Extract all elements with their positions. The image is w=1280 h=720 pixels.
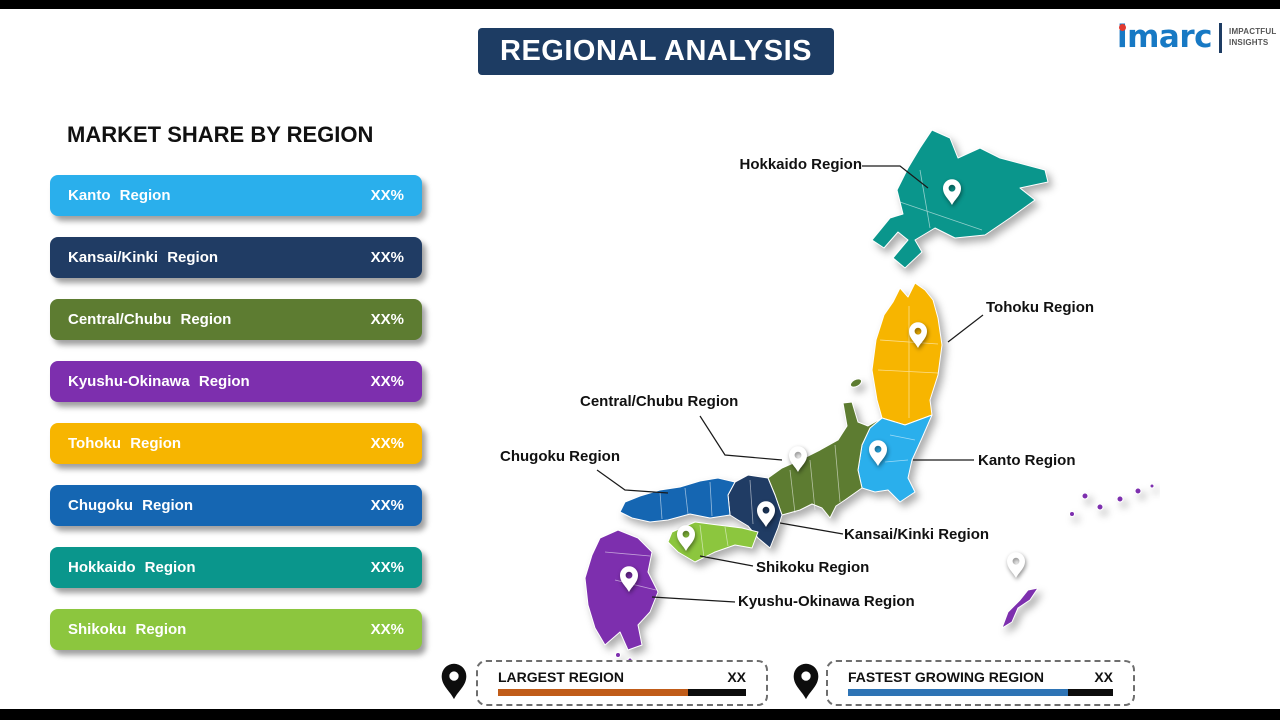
map-pins (620, 179, 1025, 592)
map-label-kyushu: Kyushu-Okinawa Region (738, 593, 915, 610)
okinawa-islet (1069, 511, 1075, 517)
japan-map (584, 129, 1155, 663)
pin-okinawa (1007, 552, 1025, 578)
leader-kansai (779, 522, 844, 535)
leader-chugoku (596, 469, 669, 494)
map-label-hokkaido: Hokkaido Region (739, 156, 862, 173)
region-tohoku (871, 282, 943, 426)
japan-islands (584, 129, 1155, 663)
pin-kyushu (620, 566, 638, 592)
share-bar-label: Tohoku Region (68, 435, 182, 452)
share-bar-chubu: Central/Chubu Region XX% (50, 299, 422, 340)
page-title-box: REGIONAL ANALYSIS (478, 28, 834, 75)
sado-island (849, 378, 863, 388)
region-hokkaido (871, 129, 1049, 269)
imarc-red-dot-icon (1119, 24, 1126, 31)
okinawa-islet (1116, 495, 1124, 503)
share-bar-hokkaido: Hokkaido Region XX% (50, 547, 422, 588)
region-kyushu (584, 529, 659, 651)
pin-kanto (869, 440, 887, 466)
okinawa-islet (1134, 487, 1142, 495)
map-label-chubu: Central/Chubu Region (580, 393, 739, 410)
map-label-tohoku: Tohoku Region (986, 299, 1095, 316)
share-bar-value: XX% (370, 435, 404, 452)
leader-chubu (699, 415, 783, 461)
fastest-region-bar-end (1068, 689, 1113, 696)
share-bar-value: XX% (370, 249, 404, 266)
leader-tohoku (947, 314, 984, 343)
share-bar-tohoku: Tohoku Region XX% (50, 423, 422, 464)
logo-tagline: IMPACTFUL INSIGHTS (1229, 26, 1277, 47)
pin-hokkaido (943, 179, 961, 205)
share-bar-label: Shikoku Region (68, 621, 187, 638)
map-label-kansai: Kansai/Kinki Region (844, 526, 990, 543)
share-bar-value: XX% (370, 373, 404, 390)
fastest-region-label: FASTEST GROWING REGION (848, 669, 1045, 685)
largest-region-label: LARGEST REGION (498, 669, 625, 685)
pin-shikoku (677, 525, 695, 551)
region-chugoku (619, 477, 736, 523)
okinawa-islet (1096, 503, 1104, 511)
share-bar-label: Kansai/Kinki Region (68, 249, 219, 266)
largest-region-bar-main (498, 689, 688, 696)
share-bar-value: XX% (370, 621, 404, 638)
fastest-region-pin-icon (793, 663, 819, 700)
share-bar-kansai: Kansai/Kinki Region XX% (50, 237, 422, 278)
largest-region-bar (498, 689, 746, 696)
leader-kyushu (651, 596, 736, 603)
share-bar-label: Kyushu-Okinawa Region (68, 373, 250, 390)
share-bar-shikoku: Shikoku Region XX% (50, 609, 422, 650)
map-label-shikoku: Shikoku Region (756, 559, 870, 576)
share-bar-value: XX% (370, 311, 404, 328)
share-bar-label: Central/Chubu Region (68, 311, 232, 328)
largest-region-bar-end (688, 689, 746, 696)
label-leader-lines (596, 165, 984, 603)
share-bar-value: XX% (370, 559, 404, 576)
fastest-region-value: XX (1094, 669, 1113, 685)
share-bar-label: Chugoku Region (68, 497, 193, 514)
okinawa-islet (1081, 492, 1089, 500)
page-title: REGIONAL ANALYSIS (500, 35, 812, 67)
pin-chubu (789, 446, 807, 472)
share-bar-value: XX% (370, 497, 404, 514)
pin-tohoku (909, 322, 927, 348)
market-share-heading: MARKET SHARE BY REGION (67, 122, 374, 147)
top-black-bar (0, 0, 1280, 9)
map-label-chugoku: Chugoku Region (500, 448, 620, 465)
fastest-region-bar (848, 689, 1113, 696)
kyushu-islet (615, 652, 621, 658)
market-share-list: Kanto Region XX% Kansai/Kinki Region XX%… (50, 175, 422, 671)
leader-shikoku (699, 555, 754, 567)
largest-region-legend: LARGEST REGION XX (476, 660, 768, 706)
share-bar-label: Kanto Region (68, 187, 171, 204)
share-bar-kyushu: Kyushu-Okinawa Region XX% (50, 361, 422, 402)
pin-kansai (757, 501, 775, 527)
map-label-kanto: Kanto Region (978, 452, 1076, 469)
share-bar-value: XX% (370, 187, 404, 204)
share-bar-label: Hokkaido Region (68, 559, 196, 576)
logo-divider (1219, 22, 1223, 53)
share-bar-chugoku: Chugoku Region XX% (50, 485, 422, 526)
okinawa-main-island (1001, 587, 1039, 629)
okinawa-islet (1149, 483, 1155, 489)
largest-region-pin-icon (441, 663, 467, 700)
imarc-wordmark: imarc (1117, 19, 1213, 55)
imarc-logo: imarc IMPACTFUL INSIGHTS (1117, 22, 1276, 53)
largest-region-value: XX (727, 669, 746, 685)
bottom-black-bar (0, 709, 1280, 720)
share-bar-kanto: Kanto Region XX% (50, 175, 422, 216)
prefecture-borders (604, 169, 983, 591)
fastest-region-legend: FASTEST GROWING REGION XX (826, 660, 1135, 706)
fastest-region-bar-main (848, 689, 1068, 696)
leader-hokkaido (862, 165, 929, 189)
